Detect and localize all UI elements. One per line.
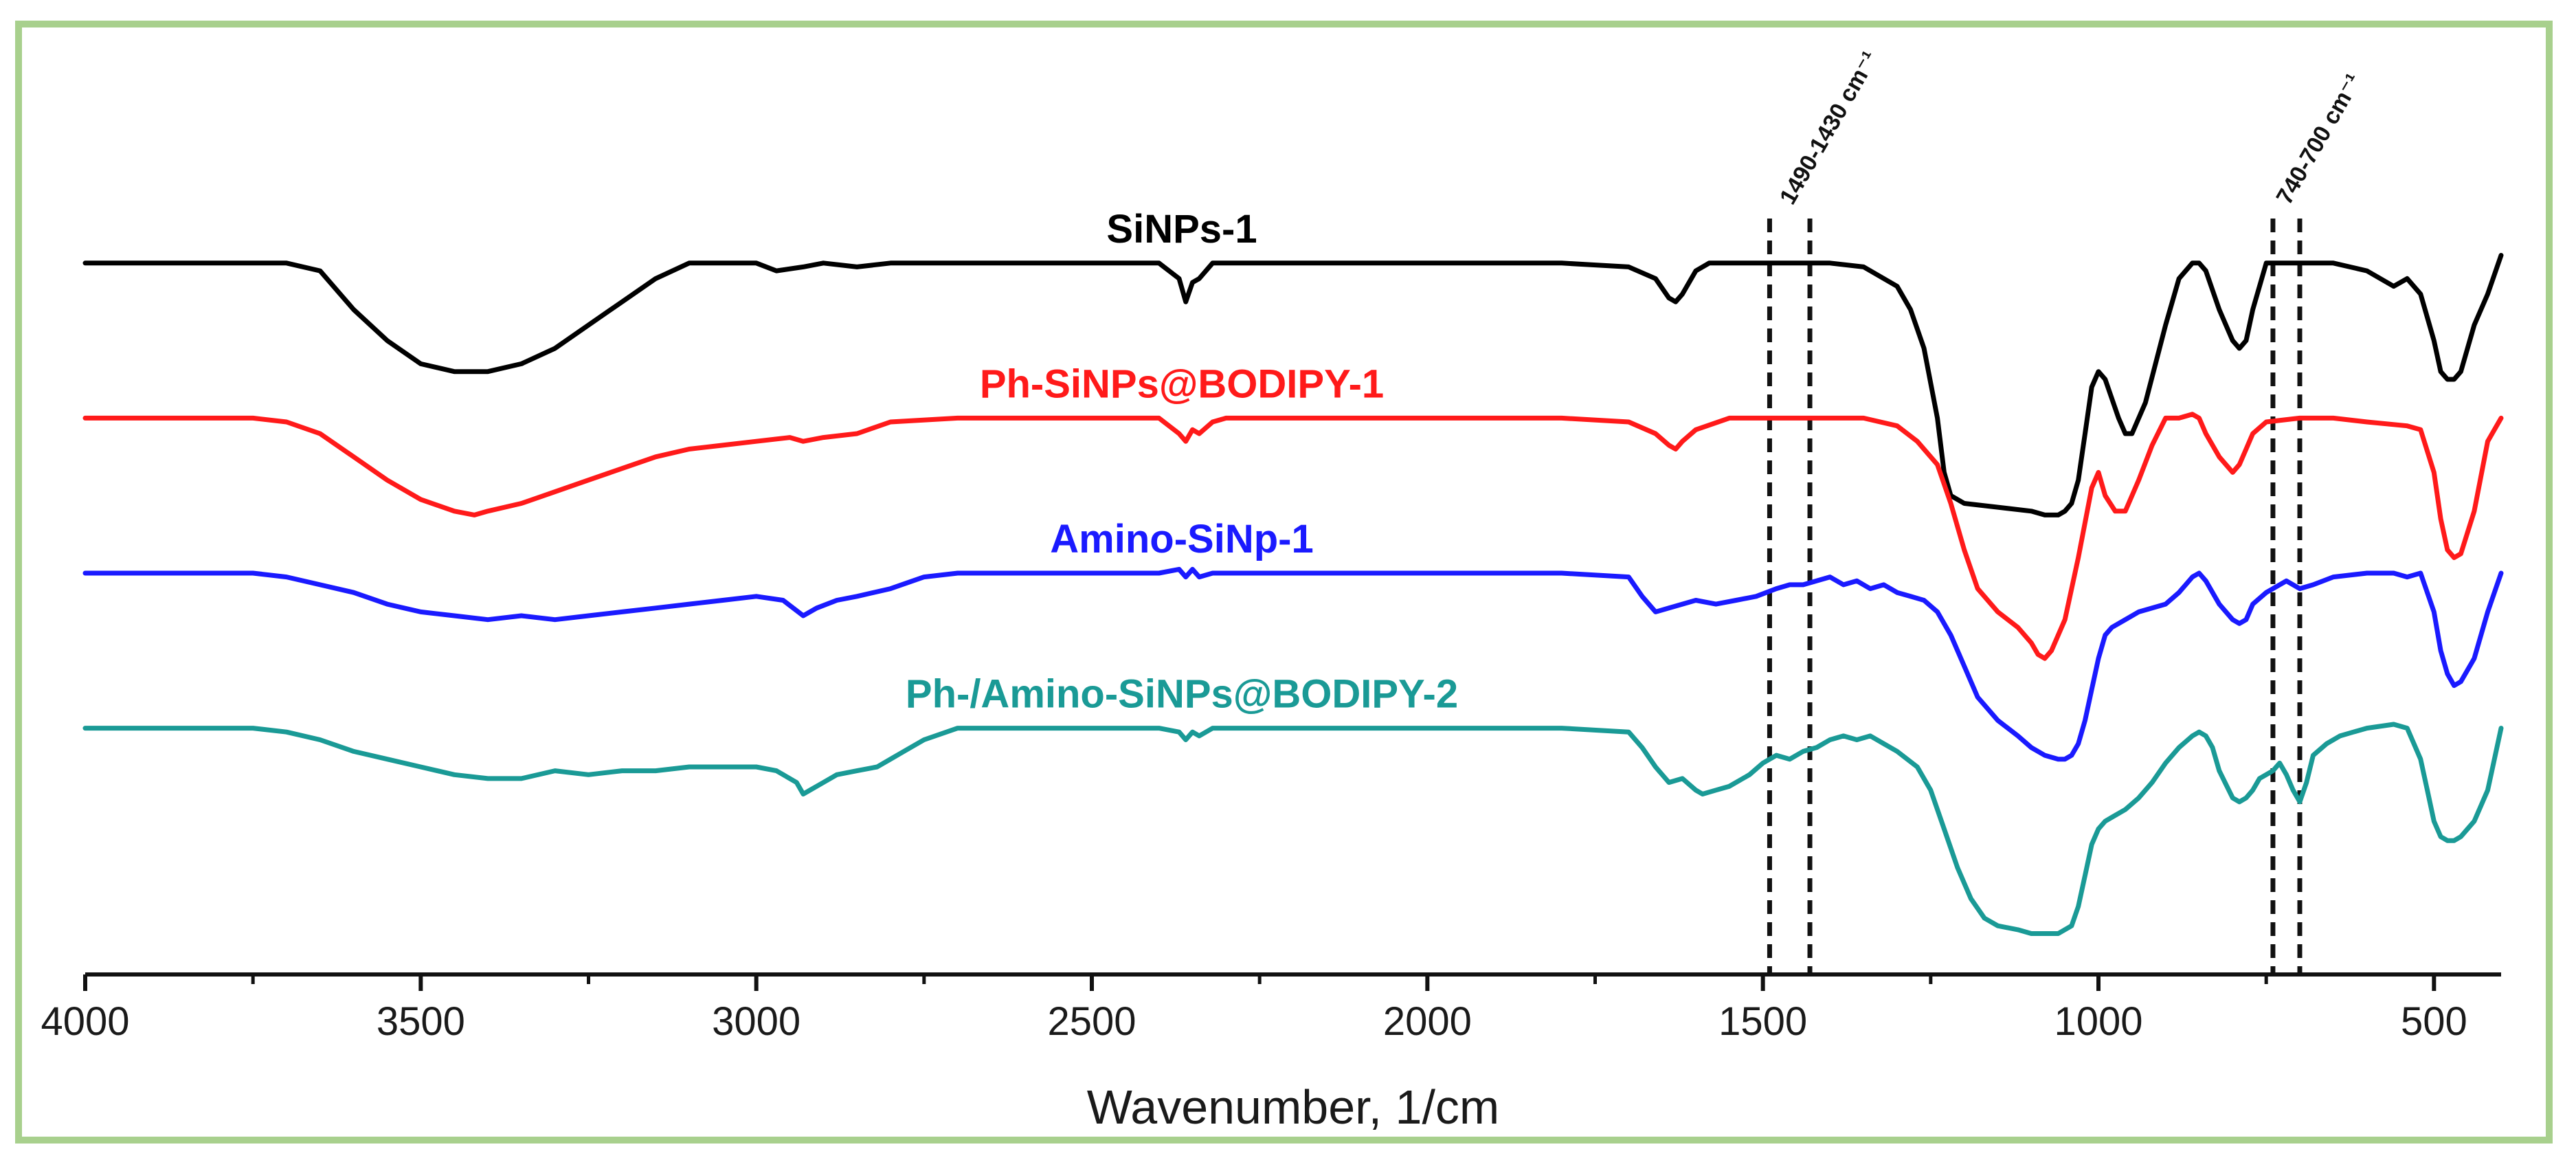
x-tick-label: 2500 [1047, 999, 1136, 1044]
series-label: SiNPs-1 [1106, 207, 1257, 252]
x-tick-label: 500 [2401, 999, 2467, 1044]
series-label: Amino-SiNp-1 [1050, 517, 1313, 561]
series-line-ph-amino-sinps-bodipy-2 [82, 722, 2504, 936]
series-line-amino-sinp-1 [82, 566, 2504, 762]
chart-frame [15, 21, 2553, 1144]
series-line-ph-sinps-bodipy-1 [82, 412, 2504, 661]
x-tick-label: 3000 [712, 999, 800, 1044]
annotation-label: 740-700 cm⁻¹ [2271, 69, 2366, 209]
x-tick-label: 4000 [41, 999, 129, 1044]
x-axis-ticks: 4000 3500 3000 2500 2000 1500 1000 500 [41, 974, 2467, 1044]
x-tick-label: 1500 [1718, 999, 1807, 1044]
series-layer: SiNPs-1 Ph-SiNPs@BODIPY-1 Amino-SiNp-1 Ph-/… [82, 207, 2504, 936]
series-label: Ph-/Amino-SiNPs@BODIPY-2 [906, 672, 1458, 717]
series-line-sinps-1 [82, 253, 2504, 517]
annotation-label: 1490-1430 cm⁻¹ [1775, 47, 1883, 209]
x-tick-label: 2000 [1383, 999, 1472, 1044]
series-label: Ph-SiNPs@BODIPY-1 [980, 361, 1384, 406]
x-tick-label: 1000 [2054, 999, 2142, 1044]
x-axis-title: Wavenumber, 1/cm [1087, 1080, 1499, 1134]
x-tick-label: 3500 [377, 999, 465, 1044]
